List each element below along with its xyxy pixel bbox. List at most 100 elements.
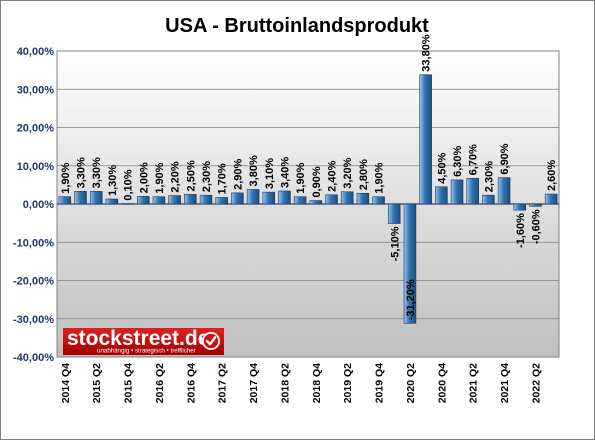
y-axis-ticks: 40,00% 30,00% 20,00% 10,00% 0,00% -10,00% -20,…: [13, 46, 54, 364]
bar: [74, 191, 87, 205]
data-label: 3,80%: [248, 155, 260, 186]
data-label: 0,10%: [123, 169, 135, 200]
data-label: 3,30%: [91, 157, 103, 188]
data-label: 3,30%: [76, 157, 88, 188]
data-label: 2,40%: [327, 160, 339, 191]
bar: [340, 191, 354, 205]
bar: [419, 74, 432, 205]
chart-title: USA - Bruttoinlandsprodukt: [165, 15, 429, 37]
bar: [403, 203, 417, 324]
x-tick-label: 2015 Q4: [123, 363, 135, 403]
bar: [58, 196, 72, 205]
data-label: 1,90%: [295, 162, 307, 193]
data-label: 6,70%: [468, 144, 480, 175]
bar: [168, 195, 181, 205]
bar: [89, 191, 103, 205]
data-label: 2,20%: [170, 161, 182, 192]
checkmark-icon: [202, 332, 220, 350]
data-label: 6,90%: [499, 143, 511, 174]
bar: [105, 198, 119, 205]
bar: [529, 203, 542, 207]
data-label: 6,30%: [452, 145, 464, 176]
x-tick-label: 2014 Q4: [60, 363, 72, 403]
bar: [137, 196, 150, 205]
bar: [152, 196, 166, 205]
y-tick-label: -30,00%: [13, 314, 54, 326]
x-tick-label: 2015 Q2: [91, 363, 103, 403]
data-label: 2,30%: [201, 161, 213, 192]
bar: [121, 203, 134, 205]
bar: [262, 191, 276, 205]
logo-background: [63, 328, 224, 355]
data-label: 1,90%: [60, 162, 72, 193]
bar: [450, 179, 464, 205]
stockstreet-logo[interactable]: stockstreet.de unabhängig • strategisch …: [63, 327, 224, 355]
bar: [497, 177, 511, 205]
bar: [231, 192, 244, 205]
x-tick-label: 2019 Q4: [374, 363, 386, 403]
bar: [435, 186, 448, 205]
data-label: 33,80%: [421, 34, 433, 72]
data-label: 2,50%: [185, 160, 197, 191]
data-label: 1,90%: [374, 162, 386, 193]
data-label: 2,00%: [138, 162, 150, 193]
data-label: 2,60%: [546, 160, 558, 191]
x-axis-ticks: 2014 Q4 2015 Q2 2015 Q4 2016 Q2 2016 Q4 2017 …: [60, 363, 543, 403]
data-label: 1,70%: [217, 163, 229, 194]
data-labels: 1,90% 3,30% 3,30% 1,30% 0,10% 2,00% 1,90% 2,20%…: [60, 34, 558, 320]
y-tick-label: -10,00%: [13, 237, 54, 249]
bar: [356, 192, 370, 205]
bars: [58, 74, 558, 324]
bar: [466, 178, 479, 205]
bar: [372, 196, 385, 205]
data-label: -1,60%: [515, 213, 527, 248]
x-tick-label: 2020 Q4: [436, 363, 448, 403]
x-tick-label: 2018 Q2: [279, 363, 291, 403]
data-label: -31,20%: [405, 279, 417, 320]
x-tick-label: 2016 Q4: [185, 363, 197, 403]
bar: [513, 203, 527, 211]
x-tick-label: 2016 Q2: [154, 363, 166, 403]
data-label: -5,10%: [389, 226, 401, 261]
data-label: 1,90%: [154, 162, 166, 193]
logo-tagline: unabhängig • strategisch • trefflicher: [97, 348, 196, 355]
y-tick-label: 30,00%: [17, 84, 55, 96]
bar: [215, 197, 228, 205]
x-tick-label: 2018 Q4: [311, 363, 323, 403]
x-tick-label: 2017 Q2: [217, 363, 229, 403]
data-label: 2,30%: [483, 161, 495, 192]
y-tick-label: 10,00%: [17, 161, 55, 173]
data-label: -0,60%: [530, 209, 542, 244]
data-label: 4,50%: [436, 152, 448, 183]
data-label: 3,40%: [279, 157, 291, 188]
bar: [184, 194, 197, 205]
y-tick-label: 0,00%: [23, 199, 54, 211]
x-tick-label: 2019 Q2: [342, 363, 354, 403]
data-label: 3,20%: [342, 157, 354, 188]
x-tick-label: 2017 Q4: [248, 363, 260, 403]
data-label: 1,30%: [107, 165, 119, 196]
logo-text: stockstreet.de: [67, 327, 209, 350]
x-tick-label: 2021 Q4: [499, 363, 511, 403]
bar: [482, 194, 495, 205]
data-label: 0,90%: [311, 166, 323, 197]
x-tick-label: 2021 Q2: [468, 363, 480, 403]
data-label: 3,10%: [264, 158, 276, 189]
bar: [278, 190, 291, 205]
bar: [388, 203, 401, 224]
bar: [325, 194, 338, 205]
data-label: 2,80%: [358, 159, 370, 190]
y-tick-label: -20,00%: [13, 276, 54, 288]
bar: [293, 196, 307, 205]
y-tick-label: -40,00%: [13, 352, 54, 364]
bar: [246, 189, 260, 205]
y-tick-label: 40,00%: [17, 46, 55, 58]
y-tick-label: 20,00%: [17, 123, 55, 135]
x-tick-label: 2022 Q2: [530, 363, 542, 403]
bar: [544, 193, 558, 205]
bar: [199, 194, 213, 205]
x-tick-label: 2020 Q2: [405, 363, 417, 403]
bar: [309, 200, 323, 205]
data-label: 2,90%: [232, 158, 244, 189]
